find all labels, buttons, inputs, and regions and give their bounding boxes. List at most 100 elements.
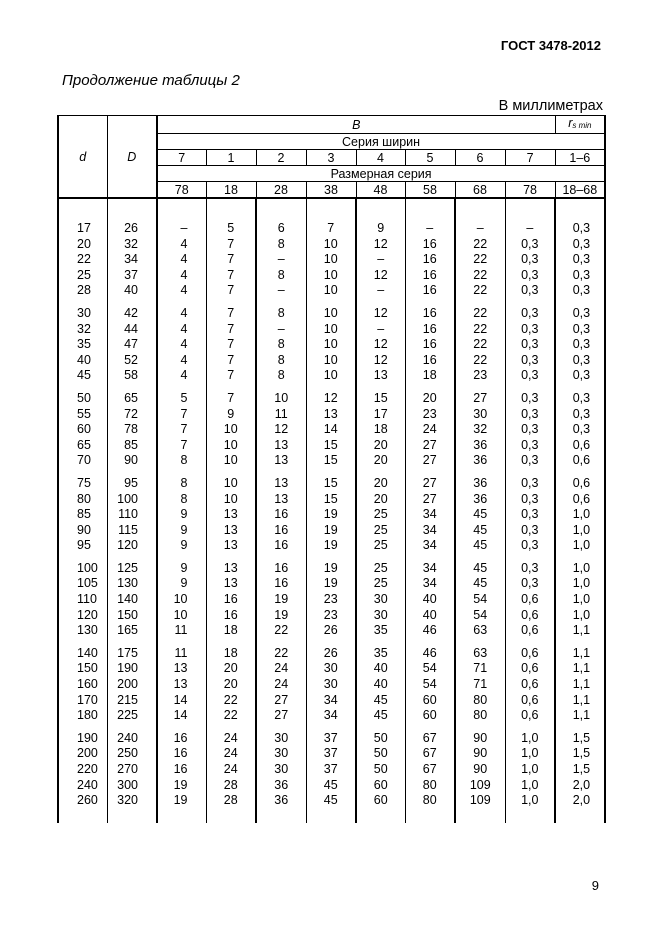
table-cell: 1,0 [554,592,607,608]
table-cell: 0,6 [554,475,607,492]
table-cell: 7 [205,305,256,322]
table-cell: 27 [404,453,455,469]
table-cell: 36 [255,793,306,809]
table-cell: 240 [106,730,157,747]
table-cell: – [454,221,505,237]
table-cell: 0,3 [504,453,556,469]
table-cell: 4 [156,368,206,384]
table-cell: 9 [355,221,405,237]
table-cell: 90 [106,453,157,469]
table-cell: 32 [454,422,505,438]
table-cell: 19 [156,793,206,809]
table-row: 50 65 5 7 10 12 15 20 27 0,3 0,3 [57,390,607,407]
table-cell: 220 [57,762,107,778]
table-cell: 52 [106,352,157,369]
table-cell: 30 [305,661,356,678]
table-cell: 11 [156,645,206,662]
table-cell: 14 [156,708,206,724]
table-cell: 115 [106,522,157,539]
table-cell: 20 [57,236,107,253]
table-cell: 40 [355,661,405,678]
table-cell: 10 [305,368,356,384]
table-cell: 0,3 [504,491,556,508]
table-cell: 16 [205,607,256,624]
table-cell: 22 [454,283,505,299]
table-cell: 16 [255,576,306,593]
table-cell: 45 [454,522,505,539]
table-cell: 1,5 [554,762,607,778]
table-row: 22 34 4 7–10–16 22 0,3 0,3 [57,252,607,268]
table-cell: 34 [404,538,455,554]
table-cell: 10 [305,352,356,369]
table-cell: 8 [156,453,206,469]
table-cell: 12 [355,337,405,353]
width-series-cell: 7 [504,149,556,166]
table-cell: 63 [454,645,505,662]
table-cell: 22 [57,252,107,268]
table-cell: 13 [205,507,256,523]
table-cell: 18 [355,422,405,438]
table-cell: 240 [57,777,107,794]
table-cell: 72 [106,406,157,423]
table-cell: 23 [404,406,455,423]
table-cell: 120 [106,538,157,554]
table-cell: 40 [404,592,455,608]
table-cell: 0,3 [504,321,556,338]
table-cell: 4 [156,352,206,369]
table-row: 95 120 9 13 16 19 25 34 45 0,3 1,0 [57,538,607,554]
size-series-cell: 68 [454,181,506,199]
table-row: 20 32 4 7 8 10 12 16 22 0,3 0,3 [57,236,607,253]
table-caption: Продолжение таблицы 2 [62,72,240,89]
table-cell: 30 [57,305,107,322]
header-d: d [57,115,108,199]
table-cell: 10 [255,390,306,407]
table-cell: 24 [255,661,306,678]
table-row: 35 47 4 7 8 10 12 16 22 0,3 0,3 [57,337,607,353]
table-row: 85 110 9 13 16 19 25 34 45 0,3 1,0 [57,507,607,523]
table-cell: 60 [404,692,455,709]
table-cell: 18 [404,368,455,384]
table-cell: 10 [156,592,206,608]
table-cell: 22 [454,352,505,369]
table-cell: – [504,221,556,237]
table-cell: 9 [205,406,256,423]
table-cell: 12 [355,305,405,322]
table-cell: 54 [404,661,455,678]
table-cell: 71 [454,677,505,693]
table-cell: 90 [57,522,107,539]
table-cell: 22 [255,623,306,639]
table-cell: 1,0 [554,522,607,539]
table-cell: 20 [355,475,405,492]
table-cell: 90 [454,746,505,762]
table-cell: 15 [355,390,405,407]
table-cell: 140 [106,592,157,608]
spacer-row [57,723,607,731]
table-cell: 20 [205,677,256,693]
table-cell: 45 [305,777,356,794]
table-cell: 0,3 [504,560,556,577]
table-cell: 17 [57,221,107,237]
table-cell: 1,0 [504,746,556,762]
table-cell: – [156,221,206,237]
table-cell: 13 [156,677,206,693]
width-series-cell: 1 [205,149,257,166]
table-cell: 8 [156,475,206,492]
table-cell: 0,3 [504,507,556,523]
table-cell: 36 [255,777,306,794]
table-cell: 0,3 [554,283,607,299]
table-cell: 200 [57,746,107,762]
table-cell: 0,3 [504,283,556,299]
table-cell: 0,3 [504,576,556,593]
table-cell: 50 [57,390,107,407]
table-cell: 250 [106,746,157,762]
table-row: 25 37 4 7 8 10 12 16 22 0,3 0,3 [57,267,607,284]
table-cell: 45 [454,538,505,554]
table-cell: 25 [355,576,405,593]
table-cell: 14 [156,692,206,709]
table-cell: 0,6 [504,708,556,724]
table-cell: 100 [106,491,157,508]
table-cell: 25 [355,560,405,577]
table-cell: 85 [57,507,107,523]
table-cell: 4 [156,305,206,322]
table-cell: 20 [355,437,405,454]
